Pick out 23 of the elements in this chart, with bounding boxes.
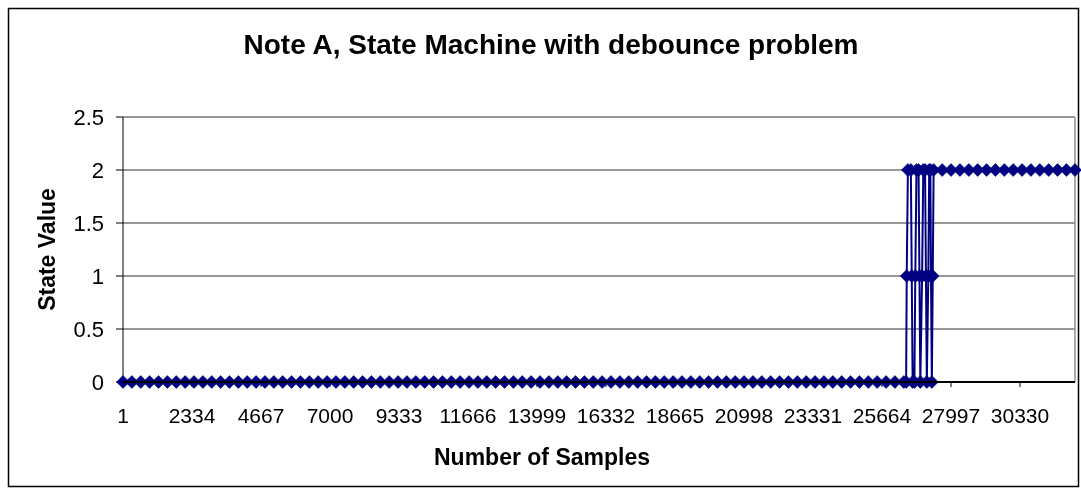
x-tick-label: 1 <box>117 404 129 427</box>
y-tick-label: 2.5 <box>73 104 104 130</box>
y-tick-label: 2 <box>91 157 104 183</box>
x-tick-label: 27997 <box>921 404 981 427</box>
x-tick-label: 20998 <box>714 404 774 427</box>
x-tick-label: 30330 <box>990 404 1050 427</box>
x-tick-label: 9333 <box>375 404 423 427</box>
x-tick-label: 18665 <box>645 404 705 427</box>
x-tick-label: 2334 <box>168 404 216 427</box>
x-tick-label: 13999 <box>507 404 567 427</box>
y-axis-title: State Value <box>34 188 60 311</box>
y-tick-label: 0.5 <box>73 316 104 342</box>
chart-title: Note A, State Machine with debounce problem <box>243 29 859 60</box>
y-tick-label: 1 <box>91 263 104 289</box>
x-tick-label: 23331 <box>783 404 843 427</box>
x-axis-title: Number of Samples <box>434 444 650 470</box>
x-tick-label: 25664 <box>852 404 912 427</box>
x-tick-label: 16332 <box>576 404 636 427</box>
x-tick-label: 7000 <box>306 404 354 427</box>
x-tick-label: 11666 <box>439 404 497 427</box>
x-tick-label: 4667 <box>237 404 285 427</box>
y-tick-label: 1.5 <box>73 210 104 236</box>
y-tick-label: 0 <box>91 369 104 395</box>
